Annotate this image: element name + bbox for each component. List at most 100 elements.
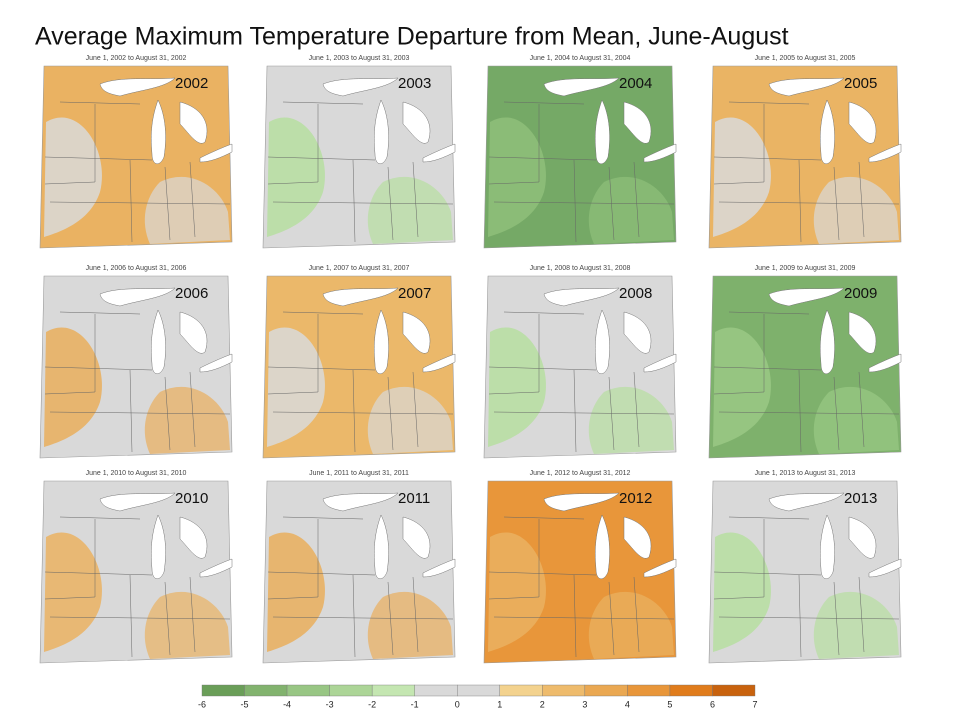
- legend-label: -4: [283, 699, 291, 709]
- map-panel: June 1, 2009 to August 31, 2009 2009: [708, 265, 902, 459]
- state-line: [412, 576, 419, 653]
- state-line: [412, 161, 419, 238]
- lake: [595, 309, 610, 374]
- panel-year: 2013: [844, 490, 877, 507]
- map-region: [588, 176, 674, 244]
- state-line: [44, 366, 153, 371]
- map-panel: June 1, 2002 to August 31, 2002 2002: [39, 55, 233, 249]
- map-caption: June 1, 2003 to August 31, 2003: [309, 55, 410, 62]
- lake: [868, 143, 902, 163]
- map-region: [144, 591, 230, 659]
- map-region: [44, 532, 102, 652]
- map-panel: June 1, 2005 to August 31, 2005 2005: [708, 55, 902, 249]
- panel-year: 2004: [619, 75, 652, 92]
- state-line: [282, 516, 364, 520]
- state-line: [59, 311, 141, 315]
- state-line: [129, 159, 133, 243]
- panel-year: 2008: [619, 285, 652, 302]
- map-caption: June 1, 2008 to August 31, 2008: [530, 265, 631, 272]
- lake: [595, 514, 610, 579]
- map-region: [367, 176, 453, 244]
- state-line: [129, 574, 133, 658]
- state-line: [633, 576, 640, 653]
- lake: [768, 492, 845, 512]
- map-caption: June 1, 2012 to August 31, 2012: [530, 470, 631, 477]
- map-caption: June 1, 2011 to August 31, 2011: [309, 470, 409, 477]
- map-caption: June 1, 2006 to August 31, 2006: [86, 265, 187, 272]
- panel-year: 2006: [175, 285, 208, 302]
- state-line: [412, 371, 419, 448]
- lake: [848, 311, 877, 354]
- map-region: [713, 117, 771, 237]
- state-line: [267, 366, 376, 371]
- lake: [402, 101, 431, 144]
- lake: [99, 287, 176, 307]
- lake: [179, 311, 208, 354]
- map-region: [367, 591, 453, 659]
- legend-swatch: [201, 684, 245, 697]
- state-line: [282, 101, 364, 105]
- legend-swatch: [457, 684, 500, 697]
- legend-label: 7: [752, 699, 757, 709]
- lake: [768, 77, 845, 97]
- legend-label: 6: [710, 699, 715, 709]
- lake: [543, 77, 620, 97]
- legend-swatch: [499, 684, 543, 697]
- state-line: [718, 411, 900, 415]
- lake: [623, 516, 652, 559]
- map-panel: June 1, 2007 to August 31, 2007 2007: [262, 265, 456, 459]
- lake: [99, 492, 176, 512]
- panel-year: 2009: [844, 285, 877, 302]
- state-line: [129, 369, 133, 453]
- state-line: [488, 571, 597, 576]
- lake: [820, 99, 835, 164]
- lake: [422, 143, 456, 163]
- legend-label: -1: [411, 699, 419, 709]
- state-line: [713, 596, 765, 600]
- lake: [374, 309, 389, 374]
- state-line: [44, 571, 153, 576]
- state-line: [49, 411, 231, 415]
- map-caption: June 1, 2010 to August 31, 2010: [86, 470, 187, 477]
- map-panel: June 1, 2003 to August 31, 2003 2003: [262, 55, 456, 249]
- state-line: [798, 369, 802, 453]
- lake: [643, 353, 677, 373]
- map-panel: June 1, 2013 to August 31, 2013 2013: [708, 470, 902, 664]
- state-line: [352, 574, 356, 658]
- panel-year: 2003: [398, 75, 431, 92]
- map-region: [367, 386, 453, 454]
- map-caption: June 1, 2013 to August 31, 2013: [755, 470, 856, 477]
- legend-swatch: [329, 684, 373, 697]
- state-line: [573, 159, 577, 243]
- state-line: [503, 101, 585, 105]
- state-line: [573, 574, 577, 658]
- map-caption: June 1, 2004 to August 31, 2004: [530, 55, 631, 62]
- state-line: [488, 156, 597, 161]
- legend-swatch: [669, 684, 713, 697]
- lake: [643, 143, 677, 163]
- map-region: [488, 327, 546, 447]
- lake: [199, 558, 233, 578]
- panel-year: 2012: [619, 490, 652, 507]
- legend-label: 3: [582, 699, 587, 709]
- state-line: [798, 574, 802, 658]
- map-region: [588, 386, 674, 454]
- map-region: [267, 327, 325, 447]
- state-line: [44, 181, 96, 185]
- map-caption: June 1, 2007 to August 31, 2007: [309, 265, 410, 272]
- state-line: [352, 159, 356, 243]
- lake: [199, 143, 233, 163]
- map-region: [713, 327, 771, 447]
- lake: [151, 99, 166, 164]
- state-line: [49, 616, 231, 620]
- map-region: [488, 532, 546, 652]
- legend-label: 5: [667, 699, 672, 709]
- state-line: [728, 311, 810, 315]
- lake: [374, 99, 389, 164]
- state-line: [267, 156, 376, 161]
- state-line: [488, 596, 540, 600]
- legend-label: -2: [368, 699, 376, 709]
- map-region: [144, 176, 230, 244]
